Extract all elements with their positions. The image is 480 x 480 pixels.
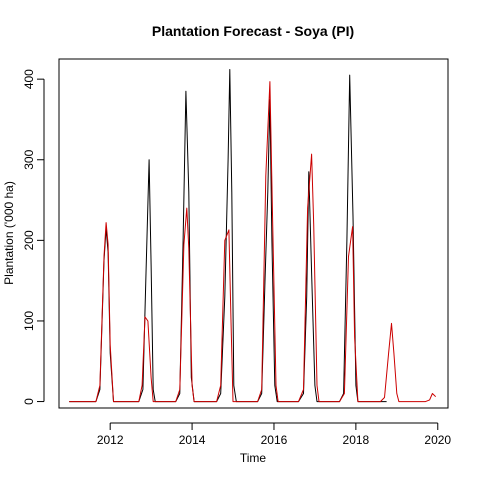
y-tick-label: 0	[22, 398, 36, 405]
series-layer	[69, 69, 437, 403]
series-line-1	[69, 69, 387, 403]
y-tick-label: 200	[22, 230, 36, 250]
plot-frame	[58, 58, 449, 409]
y-axis: 0 100 200 300 400	[22, 69, 45, 405]
y-axis-label: Plantation ('000 ha)	[2, 181, 16, 285]
y-tick-label: 400	[22, 69, 36, 89]
x-tick-label: 2014	[179, 433, 206, 447]
x-axis: 2012 2014 2016 2018 2020	[97, 422, 451, 447]
y-tick-label: 300	[22, 149, 36, 169]
series-line-2	[69, 81, 437, 403]
x-tick-label: 2016	[261, 433, 288, 447]
x-tick-label: 2012	[97, 433, 124, 447]
x-tick-label: 2018	[343, 433, 370, 447]
chart-title: Plantation Forecast - Soya (PI)	[152, 23, 354, 39]
x-axis-label: Time	[240, 451, 267, 465]
x-tick-label: 2020	[424, 433, 451, 447]
y-tick-label: 100	[22, 311, 36, 331]
